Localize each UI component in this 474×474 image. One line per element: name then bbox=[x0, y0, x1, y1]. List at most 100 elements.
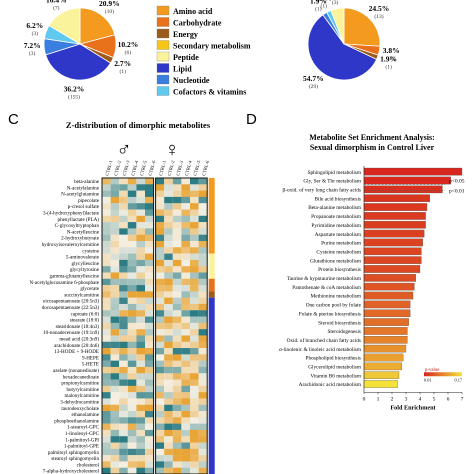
heatmap-cell bbox=[136, 190, 145, 198]
heatmap-cell bbox=[102, 429, 111, 437]
x-tick-label: 1 bbox=[377, 396, 380, 402]
heatmap-cell bbox=[102, 360, 111, 368]
heatmap-cell bbox=[164, 442, 173, 450]
heatmap-row-label: p-cresol sulfate bbox=[68, 203, 100, 210]
enrichment-bar bbox=[363, 300, 411, 309]
heatmap-cell bbox=[127, 303, 137, 311]
heatmap-cell bbox=[155, 247, 165, 254]
heatmap-cell bbox=[155, 196, 165, 204]
heatmap-cell bbox=[155, 228, 165, 235]
heatmap-cell bbox=[145, 417, 154, 424]
heatmap-cell bbox=[172, 222, 182, 229]
heatmap-cell bbox=[119, 455, 128, 462]
heatmap-column-label: CTRL-3 bbox=[175, 159, 184, 176]
enrichment-bar bbox=[363, 194, 430, 203]
class-bar-segment bbox=[208, 297, 215, 474]
heatmap-cell bbox=[198, 222, 208, 229]
heatmap-cell bbox=[172, 209, 182, 216]
heatmap-cell bbox=[155, 184, 165, 191]
heatmap-cell bbox=[127, 436, 137, 443]
heatmap-cell bbox=[181, 178, 190, 185]
heatmap-cell bbox=[155, 240, 165, 248]
heatmap-cell bbox=[198, 209, 208, 216]
heatmap-cell bbox=[198, 184, 208, 191]
heatmap-cell bbox=[198, 234, 208, 242]
heatmap-cell bbox=[102, 379, 111, 387]
heatmap-cell bbox=[164, 398, 173, 405]
heatmap-cell bbox=[127, 467, 137, 474]
heatmap-cell bbox=[190, 436, 199, 443]
heatmap-cell bbox=[145, 455, 154, 462]
pie-slice-label: 2.7% bbox=[114, 59, 131, 68]
heatmap-cell bbox=[181, 429, 190, 437]
heatmap-cell bbox=[127, 341, 137, 349]
heatmap-cell bbox=[136, 266, 145, 273]
heatmap-cell bbox=[119, 354, 128, 361]
heatmap-cell bbox=[172, 178, 182, 185]
heatmap-cell bbox=[127, 404, 137, 412]
heatmap-cell bbox=[172, 228, 182, 235]
pie-slice-count: (29) bbox=[309, 83, 318, 90]
heatmap-cell bbox=[155, 404, 165, 412]
heatmap-cell bbox=[190, 392, 199, 399]
heatmap-cell bbox=[164, 259, 173, 267]
heatmap-cell bbox=[172, 436, 182, 443]
heatmap-cell bbox=[119, 240, 128, 248]
heatmap-cell bbox=[190, 448, 199, 456]
heatmap-cell bbox=[172, 278, 182, 286]
male-group-border bbox=[101, 177, 155, 474]
pie-slice-count: (2) bbox=[388, 55, 395, 62]
heatmap-cell bbox=[155, 360, 165, 368]
heatmap-cell bbox=[102, 297, 111, 305]
heatmap-cell bbox=[198, 196, 208, 204]
heatmap-cell bbox=[181, 404, 190, 412]
colorbar-max-label: 0.17 bbox=[454, 377, 462, 382]
heatmap-cell bbox=[119, 385, 128, 393]
heatmap-cell bbox=[145, 379, 154, 387]
heatmap-cell bbox=[136, 203, 145, 210]
heatmap-cell bbox=[198, 329, 208, 336]
heatmap-cell bbox=[119, 417, 128, 424]
heatmap-cell bbox=[127, 272, 137, 279]
heatmap-cell bbox=[198, 385, 208, 393]
heatmap-cell bbox=[172, 310, 182, 317]
heatmap-cell bbox=[190, 341, 199, 349]
heatmap-cell bbox=[102, 442, 111, 450]
heatmap-cell bbox=[164, 373, 173, 380]
heatmap-cell bbox=[145, 303, 154, 311]
heatmap-cell bbox=[102, 366, 111, 374]
heatmap-row-label: eicosapentaenoate (20:5n3) bbox=[43, 298, 99, 305]
heatmap-cell bbox=[198, 467, 208, 474]
enrichment-category-label: Oxid. of branched chain fatty acids bbox=[287, 337, 361, 344]
threshold-label: p<0.01 bbox=[449, 188, 465, 194]
enrichment-bar bbox=[363, 203, 428, 211]
heatmap-cell bbox=[102, 417, 111, 424]
enrichment-bar bbox=[363, 380, 398, 388]
heatmap-cell bbox=[136, 442, 145, 450]
heatmap-cell bbox=[102, 354, 111, 361]
heatmap-cell bbox=[102, 272, 111, 279]
heatmap-cell bbox=[181, 442, 190, 450]
heatmap-cell bbox=[198, 316, 208, 324]
heatmap-cell bbox=[181, 455, 190, 462]
heatmap-cell bbox=[181, 184, 190, 191]
heatmap-cell bbox=[198, 266, 208, 273]
legend-swatch bbox=[156, 74, 170, 85]
heatmap-cell bbox=[198, 442, 208, 450]
colorbar-title: p-value bbox=[425, 368, 439, 373]
heatmap-cell bbox=[136, 272, 145, 279]
pie-slice-label: 54.7% bbox=[303, 74, 324, 83]
heatmap-cell bbox=[136, 373, 145, 380]
enrichment-subtitle: Sexual dimorphism in Control Liver bbox=[310, 143, 435, 152]
heatmap-cell bbox=[145, 240, 154, 248]
heatmap-cell bbox=[136, 423, 145, 431]
heatmap-cell bbox=[181, 234, 190, 242]
heatmap-cell bbox=[102, 278, 111, 286]
heatmap-cell bbox=[198, 341, 208, 349]
heatmap-cell bbox=[127, 222, 137, 229]
heatmap-cell bbox=[127, 285, 137, 292]
heatmap-cell bbox=[198, 429, 208, 437]
heatmap-cell bbox=[155, 222, 165, 229]
pie-slice-count: (1) bbox=[315, 5, 322, 12]
heatmap-cell bbox=[127, 322, 137, 330]
